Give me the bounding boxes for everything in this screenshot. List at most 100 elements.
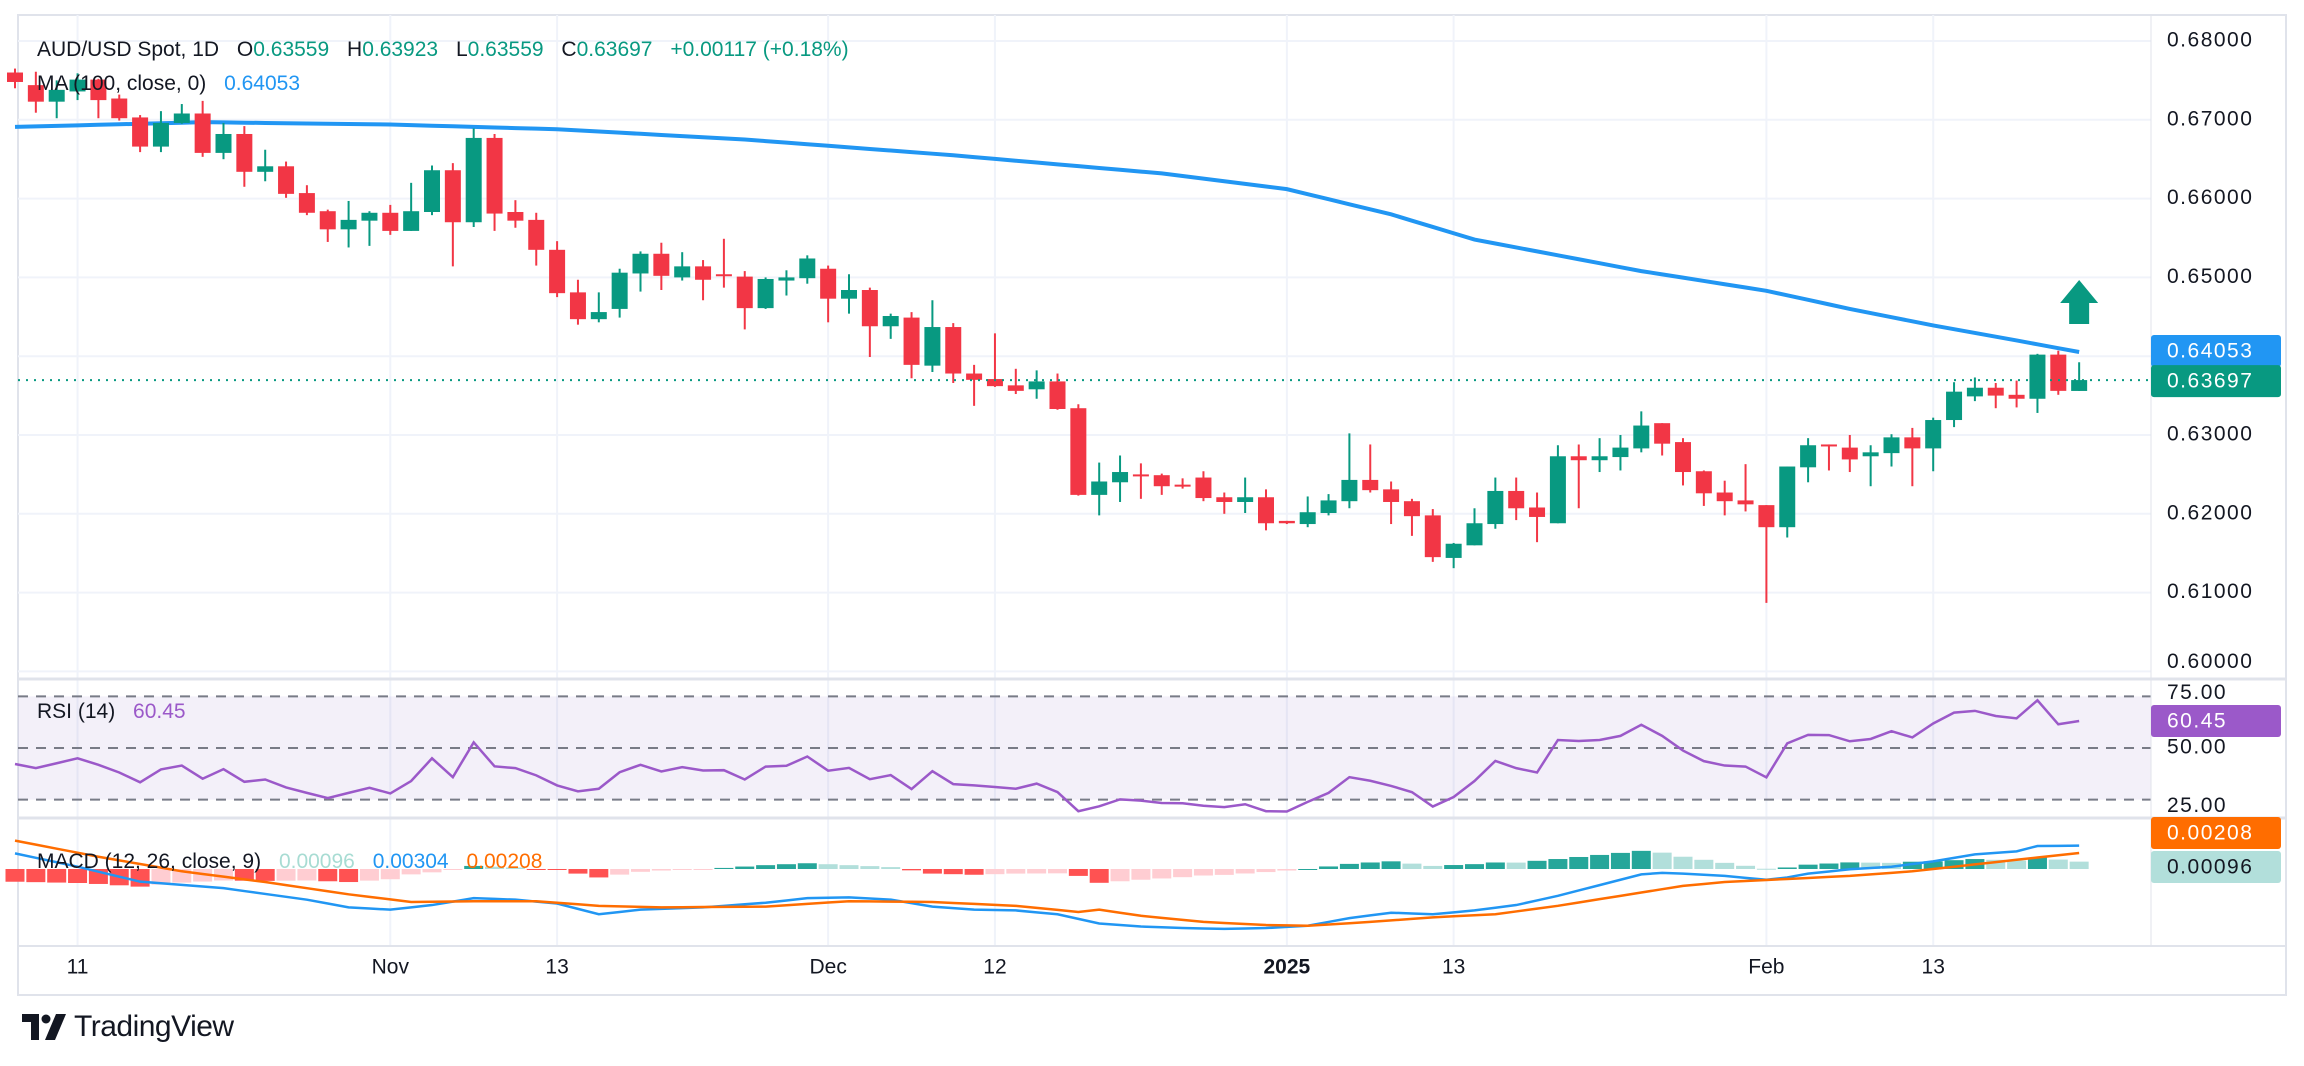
candle[interactable]	[1675, 438, 1691, 486]
candle[interactable]	[1737, 464, 1754, 512]
candle[interactable]	[257, 149, 274, 182]
candle[interactable]	[1987, 382, 2004, 409]
candle[interactable]	[1633, 411, 1650, 453]
candle[interactable]	[1820, 444, 1837, 471]
candle[interactable]	[1007, 368, 1024, 395]
candle[interactable]	[882, 313, 899, 339]
candle[interactable]	[132, 115, 149, 153]
candle[interactable]	[2071, 362, 2088, 391]
candle[interactable]	[444, 163, 461, 267]
candle[interactable]	[215, 122, 232, 160]
candle[interactable]	[236, 126, 253, 187]
candle[interactable]	[465, 128, 482, 227]
candle[interactable]	[507, 200, 524, 228]
candle[interactable]	[1612, 435, 1629, 471]
candle[interactable]	[1237, 477, 1254, 514]
candle[interactable]	[1445, 542, 1462, 569]
candle[interactable]	[1299, 496, 1316, 528]
candle[interactable]	[1862, 445, 1879, 487]
candle[interactable]	[1716, 480, 1733, 516]
candle[interactable]	[924, 300, 941, 372]
candle[interactable]	[653, 242, 670, 291]
candle[interactable]	[298, 185, 315, 216]
candle[interactable]	[674, 252, 691, 281]
candle[interactable]	[1570, 444, 1587, 509]
candle[interactable]	[1320, 494, 1337, 516]
candle[interactable]	[1966, 377, 1983, 402]
candle[interactable]	[986, 333, 1003, 387]
candle[interactable]	[1508, 477, 1525, 521]
candle[interactable]	[403, 182, 420, 231]
candle[interactable]	[590, 292, 607, 323]
rsi-legend[interactable]: RSI (14) 60.45	[37, 700, 186, 724]
candle[interactable]	[1695, 470, 1712, 506]
candle[interactable]	[1362, 444, 1379, 493]
candle[interactable]	[278, 161, 295, 198]
macd-legend[interactable]: MACD (12, 26, close, 9) 0.00096 0.00304 …	[37, 850, 542, 874]
candle[interactable]	[152, 111, 169, 153]
candle[interactable]	[736, 271, 753, 330]
candle[interactable]	[966, 364, 983, 406]
candle[interactable]	[1153, 473, 1170, 495]
tradingview-logo[interactable]: TradingView	[22, 1010, 234, 1044]
candle[interactable]	[173, 104, 190, 124]
candle[interactable]	[7, 68, 23, 89]
candle[interactable]	[2029, 353, 2046, 413]
candle[interactable]	[945, 323, 962, 383]
candle[interactable]	[486, 133, 503, 231]
candle[interactable]	[1091, 462, 1108, 516]
candle[interactable]	[1800, 438, 1817, 483]
candle[interactable]	[1403, 498, 1420, 536]
candle[interactable]	[1946, 382, 1963, 428]
candle[interactable]	[1383, 481, 1400, 525]
candle[interactable]	[1549, 445, 1566, 524]
candle[interactable]	[1278, 520, 1295, 525]
candle[interactable]	[1925, 417, 1942, 472]
candle[interactable]	[1216, 492, 1233, 514]
ma-legend[interactable]: MA (100, close, 0) 0.64053	[37, 72, 300, 96]
candle[interactable]	[69, 73, 86, 101]
candle[interactable]	[90, 78, 107, 119]
candle[interactable]	[27, 71, 44, 113]
candle[interactable]	[1883, 434, 1900, 467]
candle[interactable]	[695, 260, 712, 301]
price-axis[interactable]: 0.68000 0.67000 0.66000 0.65000 0.63000 0.620…	[2151, 29, 2281, 883]
candle[interactable]	[382, 204, 399, 235]
candle[interactable]	[1112, 455, 1129, 502]
candle[interactable]	[1028, 370, 1045, 399]
candle[interactable]	[528, 212, 545, 266]
time-axis[interactable]: 11 Nov 13 Dec 12 2025 13 Feb 13	[67, 956, 1945, 979]
candle[interactable]	[361, 211, 378, 246]
candle[interactable]	[611, 268, 628, 318]
candle[interactable]	[1529, 492, 1546, 543]
candle[interactable]	[841, 274, 857, 314]
candle[interactable]	[569, 279, 586, 325]
candle[interactable]	[1174, 478, 1191, 489]
candle[interactable]	[778, 270, 795, 296]
symbol-legend[interactable]: AUD/USD Spot, 1D O0.63559 H0.63923 L0.63…	[37, 38, 849, 62]
candle[interactable]	[1841, 435, 1858, 473]
candle[interactable]	[1487, 477, 1504, 529]
candle[interactable]	[715, 238, 732, 288]
candle[interactable]	[1466, 508, 1483, 546]
candle[interactable]	[1132, 463, 1149, 499]
candle[interactable]	[1195, 471, 1212, 502]
candle[interactable]	[1779, 466, 1796, 538]
candle[interactable]	[861, 287, 878, 357]
candle[interactable]	[799, 255, 816, 284]
candle[interactable]	[1049, 373, 1066, 410]
candle[interactable]	[1424, 509, 1441, 562]
candle[interactable]	[2050, 350, 2067, 395]
candle[interactable]	[757, 277, 774, 309]
candle[interactable]	[632, 251, 649, 292]
candle[interactable]	[2008, 380, 2025, 408]
candle[interactable]	[1758, 505, 1775, 603]
candle[interactable]	[111, 94, 128, 121]
candle[interactable]	[48, 80, 65, 119]
candle[interactable]	[319, 209, 336, 242]
candle[interactable]	[1654, 423, 1671, 456]
candle[interactable]	[820, 265, 837, 323]
candle[interactable]	[1904, 427, 1921, 487]
candle[interactable]	[340, 200, 357, 248]
